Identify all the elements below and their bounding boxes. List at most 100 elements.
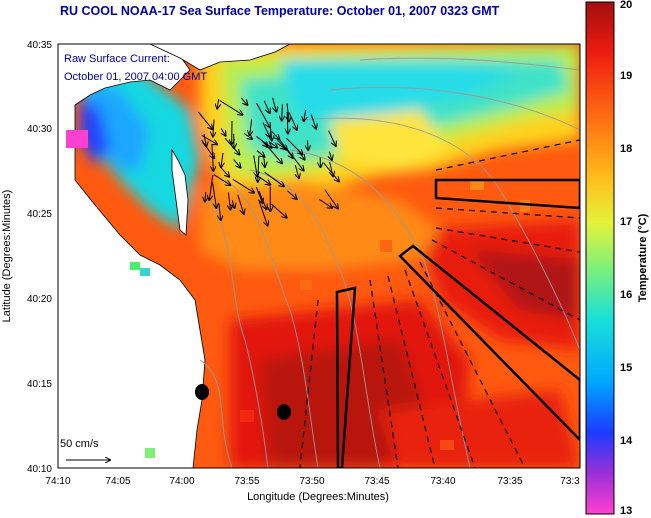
current-vector [310,114,316,129]
map-title: RU COOL NOAA-17 Sea Surface Temperature:… [60,4,500,18]
current-vector [232,178,254,192]
current-vector [256,150,265,157]
current-vector [268,140,277,147]
current-vector [219,203,221,220]
x-tick-label: 73:3 [560,476,580,487]
legend-line1: Raw Surface Current: [64,53,170,65]
colorbar-title: Temperature (°C) [637,213,649,302]
y-tick-label: 40:25 [27,209,52,220]
colorbar-tick: 13 [620,505,632,517]
current-vector [237,194,244,214]
current-vector [307,140,308,150]
current-vector [232,200,234,208]
y-tick-label: 40:35 [27,40,52,51]
y-tick-label: 40:10 [27,464,52,475]
legend-line2: October 01, 2007 04:00 GMT [64,71,207,83]
x-tick-label: 73:45 [364,476,389,487]
current-vector [264,156,265,167]
plot-frame [57,43,581,469]
current-vector [330,161,334,176]
colorbar-tick: 14 [620,435,633,447]
station-dot [277,404,291,420]
current-vector [233,159,241,167]
colorbar-tick: 18 [620,143,632,155]
land-sandy-hook [171,148,189,236]
colorbar-tick: 15 [620,362,632,374]
current-vector [212,182,217,208]
current-vector [219,100,243,115]
transect-lines [299,139,580,468]
current-vector [295,165,299,178]
current-vector [271,130,280,139]
current-vector [213,174,231,186]
y-tick-label: 40:15 [27,379,52,390]
current-vector [328,130,336,146]
current-vector [198,111,212,129]
land-staten-island [149,44,291,71]
x-tick-label: 73:55 [234,476,259,487]
x-tick-label: 73:40 [430,476,455,487]
current-vector [217,99,218,109]
colorbar-tick: 19 [620,70,632,82]
bathymetry-contours [199,57,580,468]
current-vector [240,97,247,105]
current-vector [264,171,284,186]
current-vector [297,148,305,160]
colorbar-tick: 20 [620,0,632,11]
current-vector [205,191,206,202]
current-vector [209,175,214,200]
current-vector [255,187,262,203]
current-vector [264,143,282,164]
land-new-jersey [58,44,206,468]
current-vector [258,201,267,225]
current-vector [287,190,296,199]
current-vector [256,136,272,148]
current-vector [263,100,270,113]
station-dot [195,384,209,400]
x-axis: 74:10 74:05 74:00 73:55 73:50 73:45 73:4… [45,476,580,503]
current-vector [258,155,259,182]
current-vector [287,103,289,121]
x-tick-label: 74:00 [169,476,194,487]
current-vector [220,166,230,177]
y-tick-label: 40:20 [27,294,52,305]
x-tick-label: 74:05 [105,476,130,487]
y-tick-label: 40:30 [27,124,52,135]
current-vector [324,189,338,209]
y-axis-title: Latitude (Degrees:Minutes) [1,190,13,323]
sst-field [58,44,580,468]
current-vector [253,155,258,177]
current-vector [287,111,288,134]
current-vectors [198,97,339,226]
colorbar-tick: 17 [620,216,632,228]
current-vector [256,103,270,127]
sampling-boxes [335,178,580,468]
scale-label: 50 cm/s [60,438,99,450]
x-tick-label: 73:50 [299,476,324,487]
current-vector [221,152,223,167]
current-vector [228,192,230,209]
current-vector [282,104,283,121]
current-vector [272,97,277,112]
current-vector [262,122,270,137]
colorbar-scale [585,1,615,515]
current-vector [287,149,304,171]
current-vector [304,109,306,121]
current-vector [201,135,217,145]
current-vector [258,190,267,209]
current-vector [318,198,332,208]
current-vector [204,134,206,146]
colorbar-tick: 16 [620,289,632,301]
x-axis-title: Longitude (Degrees:Minutes) [247,491,389,503]
colorbar: 20 19 18 17 16 15 14 13 Temperature (°C) [585,0,649,517]
current-vector [221,128,226,135]
x-tick-label: 73:35 [497,476,522,487]
current-vector [270,125,272,141]
current-vector [270,203,286,218]
y-axis: 40:35 40:30 40:25 40:20 40:15 40:10 Lati… [1,40,52,475]
current-vector [288,112,297,129]
x-tick-label: 74:10 [45,476,70,487]
current-vector [250,119,252,136]
current-vector [329,151,332,160]
